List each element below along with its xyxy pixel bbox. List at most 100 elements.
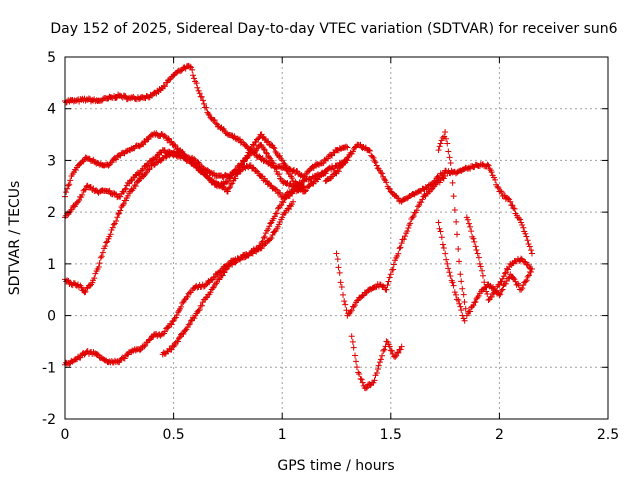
data-point (383, 179, 390, 186)
data-point (189, 66, 196, 73)
data-point (284, 167, 291, 174)
data-point (449, 179, 456, 186)
data-point (168, 346, 175, 353)
data-point (174, 338, 181, 345)
data-point (467, 308, 474, 315)
data-point (203, 281, 210, 288)
data-point (436, 143, 443, 150)
data-point (465, 220, 472, 227)
data-point (515, 215, 522, 222)
data-point (322, 170, 329, 177)
data-point (372, 159, 379, 166)
data-point (383, 338, 390, 345)
data-point (209, 285, 216, 292)
data-point (111, 190, 118, 197)
data-point (139, 167, 146, 174)
data-point (184, 293, 191, 300)
data-point (392, 353, 399, 360)
data-point (485, 297, 492, 304)
data-point (116, 210, 123, 217)
data-point (142, 171, 149, 178)
grid-lines (65, 57, 608, 419)
data-point (377, 356, 384, 363)
y-tick-label: 5 (47, 50, 56, 66)
data-point (344, 144, 351, 151)
data-point (396, 245, 403, 252)
data-point (210, 274, 217, 281)
data-point (79, 191, 86, 198)
data-point (470, 302, 477, 309)
data-point (261, 233, 268, 240)
data-point (498, 278, 505, 285)
data-point (266, 223, 273, 230)
data-point (122, 197, 129, 204)
data-point (366, 147, 373, 154)
data-point (407, 220, 414, 227)
data-point (99, 249, 106, 256)
series-track-5 (62, 198, 297, 368)
data-point (330, 165, 337, 172)
data-point (454, 231, 461, 238)
data-point (338, 283, 345, 290)
data-point (379, 352, 386, 359)
data-point (373, 162, 380, 169)
data-point (170, 343, 177, 350)
data-point (224, 188, 231, 195)
data-point (78, 284, 85, 291)
data-point (141, 343, 148, 350)
data-point (410, 213, 417, 220)
data-point (525, 272, 532, 279)
data-points (62, 62, 535, 392)
data-point (341, 298, 348, 305)
data-point (189, 72, 196, 79)
data-point (219, 272, 226, 279)
data-point (343, 143, 350, 150)
data-point (455, 296, 462, 303)
data-point (151, 162, 158, 169)
data-point (195, 307, 202, 314)
data-point (194, 84, 201, 91)
data-point (486, 165, 493, 172)
data-point (397, 244, 404, 251)
data-point (103, 239, 110, 246)
data-point (117, 193, 124, 200)
data-point (146, 166, 153, 173)
data-point (344, 154, 351, 161)
data-point (255, 135, 262, 142)
data-point (97, 254, 104, 261)
data-point (337, 279, 344, 286)
data-point (481, 279, 488, 286)
chart-title: Day 152 of 2025, Sidereal Day-to-day VTE… (50, 21, 617, 37)
data-point (283, 166, 290, 173)
data-point (524, 237, 531, 244)
data-point (96, 260, 103, 267)
data-point (488, 293, 495, 300)
data-point (457, 271, 464, 278)
data-point (67, 177, 74, 184)
data-point (397, 346, 404, 353)
data-point (461, 299, 468, 306)
x-tick-label: 2 (495, 427, 504, 443)
data-point (272, 148, 279, 155)
data-point (447, 273, 454, 280)
data-point (493, 287, 500, 294)
data-point (122, 185, 129, 192)
data-point (374, 366, 381, 372)
data-point (460, 291, 467, 298)
x-axis-label: GPS time / hours (277, 458, 394, 474)
data-point (492, 288, 499, 295)
data-point (352, 352, 359, 359)
data-point (497, 291, 504, 298)
data-point (497, 188, 504, 195)
data-point (507, 198, 514, 205)
data-point (265, 138, 272, 145)
data-point (510, 205, 517, 212)
data-point (372, 284, 379, 291)
data-point (476, 260, 483, 267)
data-point (456, 300, 463, 307)
data-point (358, 376, 365, 383)
data-point (171, 141, 178, 148)
data-point (519, 285, 526, 292)
data-point (517, 216, 524, 223)
data-point (472, 299, 479, 306)
